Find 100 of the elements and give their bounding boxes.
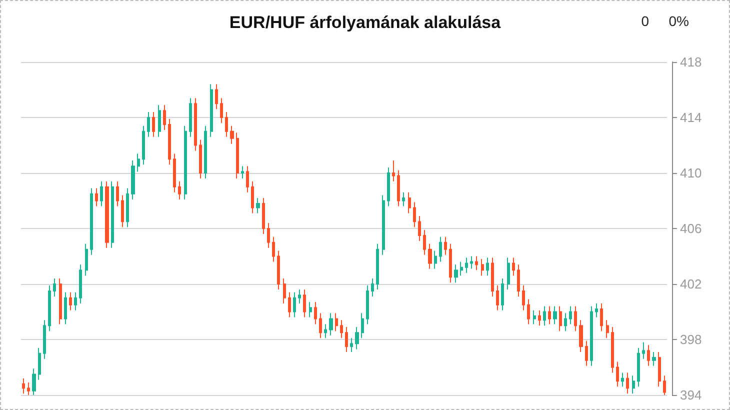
candlestick xyxy=(418,216,421,242)
candlestick xyxy=(163,104,166,130)
candlestick xyxy=(579,320,583,352)
candlestick xyxy=(663,375,666,396)
candlestick xyxy=(137,153,140,172)
candlestick xyxy=(236,132,239,180)
y-tick-label: 410 xyxy=(680,166,702,180)
candlestick xyxy=(277,250,280,290)
candlestick xyxy=(621,372,624,388)
candlestick xyxy=(100,180,103,207)
candlestick xyxy=(632,375,635,394)
candlestick xyxy=(241,166,244,180)
y-tick-label: 406 xyxy=(680,221,702,236)
candlestick xyxy=(210,84,213,138)
candlestick xyxy=(59,278,62,325)
candlestick xyxy=(350,338,353,352)
candlestick xyxy=(569,306,572,325)
text: 0% xyxy=(668,13,689,29)
candlestick xyxy=(220,98,223,124)
candlestick xyxy=(147,111,150,138)
text: 0 xyxy=(641,13,650,29)
candlestick xyxy=(79,264,82,304)
candlestick xyxy=(111,180,114,248)
candlestick xyxy=(69,292,72,311)
candlestick xyxy=(371,278,374,297)
candlestick xyxy=(251,180,254,214)
candlestick xyxy=(309,302,312,318)
candlestick xyxy=(215,84,218,110)
candlestick xyxy=(204,125,207,180)
y-tick-label: 394 xyxy=(680,388,702,402)
candlestick xyxy=(152,111,155,138)
candlestick xyxy=(95,188,98,207)
candlestick xyxy=(345,326,348,352)
candlestick xyxy=(340,320,343,339)
candlestick xyxy=(428,243,432,270)
candlestick xyxy=(600,302,603,332)
candlestick xyxy=(38,347,41,380)
candlestick xyxy=(470,256,473,270)
candlestick xyxy=(491,257,494,297)
candlestick xyxy=(423,229,426,256)
candlestick xyxy=(288,292,291,318)
candlestick xyxy=(184,125,187,200)
candlestick xyxy=(121,194,124,228)
candlestick xyxy=(256,197,260,214)
candlestick xyxy=(574,306,577,332)
candlestick xyxy=(460,261,463,276)
candlestick xyxy=(402,192,405,207)
candlestick xyxy=(314,302,317,325)
candlestick xyxy=(564,312,567,332)
candlestick xyxy=(444,236,447,256)
candlestick xyxy=(267,222,270,248)
candlestick xyxy=(131,160,135,200)
candlestick xyxy=(324,324,327,339)
candlestick xyxy=(105,180,109,248)
candlestick xyxy=(585,340,588,366)
candlestick xyxy=(626,372,629,394)
candlestick xyxy=(262,197,265,235)
candlestick xyxy=(355,326,359,350)
candlestick xyxy=(408,192,411,214)
candlestick xyxy=(481,258,484,276)
candlestick xyxy=(126,188,129,228)
candlestick xyxy=(454,264,458,284)
candlestick xyxy=(43,320,46,360)
candlestick xyxy=(387,166,390,207)
candlestick xyxy=(376,243,379,290)
candlestick xyxy=(293,292,296,318)
candlestick xyxy=(647,344,650,366)
candlestick xyxy=(116,180,119,207)
candlestick xyxy=(595,302,598,318)
candlestick xyxy=(533,310,536,325)
candlestick xyxy=(642,342,645,360)
candlestick xyxy=(168,118,171,166)
candlestick xyxy=(475,256,478,271)
candlestick xyxy=(361,312,364,339)
candlestick xyxy=(32,368,36,396)
candlestick xyxy=(616,361,619,388)
candlestick xyxy=(501,278,504,311)
candlestick xyxy=(173,153,176,193)
candlestick xyxy=(298,289,301,304)
candlestick xyxy=(283,278,286,304)
candlestick xyxy=(652,351,656,366)
y-tick-label: 402 xyxy=(680,276,702,292)
candlestick xyxy=(413,202,416,228)
candlestick xyxy=(194,98,197,152)
candlestick xyxy=(178,180,181,200)
candlestick xyxy=(366,284,369,325)
candlestick xyxy=(22,378,25,394)
candlestick xyxy=(74,292,77,311)
candlestick xyxy=(397,170,400,207)
candlestick xyxy=(142,125,145,166)
y-tick-label: 418 xyxy=(680,54,702,70)
candlestick xyxy=(465,257,468,274)
candlestick xyxy=(486,257,489,276)
candlestick xyxy=(559,306,562,332)
candlestick xyxy=(548,306,551,325)
candlestick xyxy=(637,347,640,388)
candlestick xyxy=(246,166,249,193)
candlestick xyxy=(189,98,192,138)
candlestick xyxy=(392,160,395,182)
candlestick xyxy=(335,312,338,332)
